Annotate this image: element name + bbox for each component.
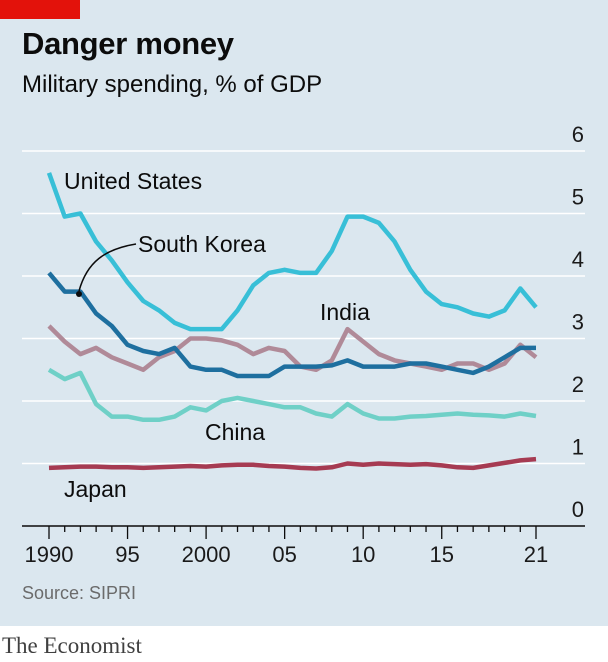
- series-line-japan: [48, 456, 537, 471]
- south-korea-leader-dot: [76, 291, 82, 297]
- y-tick-label-2: 2: [572, 372, 584, 397]
- chart-subtitle: Military spending, % of GDP: [22, 71, 323, 98]
- publisher-logo: The Economist: [2, 633, 142, 658]
- y-axis: 0 1 2 3 4 5 6: [572, 122, 584, 522]
- brand-red-tag: [0, 0, 80, 19]
- x-tick-label-1995: 95: [115, 542, 139, 567]
- chart-title: Danger money: [22, 26, 234, 61]
- x-tick-label-2021: 21: [524, 542, 548, 567]
- series-line-south-korea: [47, 271, 536, 379]
- line-chart: 0 1 2 3 4 5 6 1990 95 2000 05 10 15 21 United States…: [22, 122, 585, 567]
- label-china: China: [205, 419, 265, 445]
- y-tick-label-3: 3: [572, 310, 584, 335]
- y-tick-label-0: 0: [572, 497, 584, 522]
- label-india: India: [320, 299, 370, 325]
- x-tick-label-2015: 15: [429, 542, 453, 567]
- label-japan: Japan: [64, 476, 127, 502]
- series-lines: [46, 172, 538, 471]
- series-labels: United States South Korea India China Ja…: [64, 168, 370, 502]
- y-tick-label-4: 4: [572, 247, 584, 272]
- x-axis: 1990 95 2000 05 10 15 21: [25, 526, 548, 567]
- chart-panel: [0, 0, 608, 626]
- source-note: Source: SIPRI: [22, 583, 137, 603]
- x-tick-label-2005: 05: [272, 542, 296, 567]
- x-tick-label-2010: 10: [351, 542, 375, 567]
- x-tick-label-1990: 1990: [25, 542, 74, 567]
- y-tick-label-5: 5: [572, 185, 584, 210]
- label-south-korea: South Korea: [138, 231, 266, 257]
- y-tick-label-1: 1: [572, 435, 584, 460]
- y-tick-label-6: 6: [572, 122, 584, 147]
- label-united-states: United States: [64, 168, 202, 194]
- x-tick-label-2000: 2000: [182, 542, 231, 567]
- south-korea-leader-line: [78, 243, 137, 292]
- series-line-india: [47, 324, 538, 373]
- series-line-united-states: [46, 172, 538, 332]
- series-line-china: [47, 367, 537, 423]
